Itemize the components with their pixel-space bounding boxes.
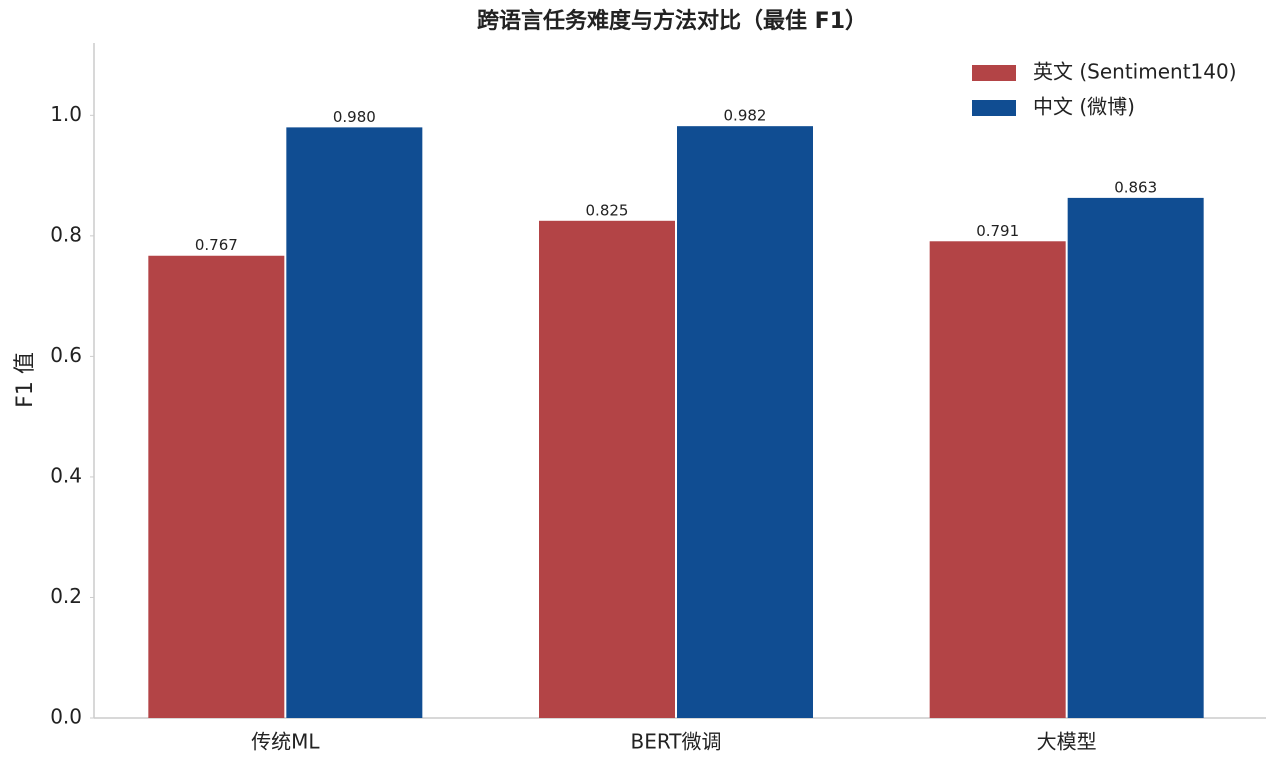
bar <box>539 220 675 719</box>
x-tick-label: 大模型 <box>1037 730 1097 754</box>
bar <box>677 126 813 719</box>
value-label: 0.980 <box>333 108 376 126</box>
chart-title: 跨语言任务难度与方法对比（最佳 F1） <box>477 8 867 34</box>
y-tick-label: 0.6 <box>50 343 82 367</box>
y-tick-label: 0.2 <box>50 584 82 608</box>
y-tick-label: 1.0 <box>50 102 82 126</box>
legend-label: 英文 (Sentiment140) <box>1033 60 1237 84</box>
legend-label: 中文 (微博) <box>1033 95 1135 119</box>
value-label: 0.791 <box>976 222 1019 240</box>
y-tick-label: 0.0 <box>50 705 82 729</box>
legend-swatch <box>972 65 1016 81</box>
value-label: 0.767 <box>195 236 238 254</box>
x-tick-label: 传统ML <box>251 730 320 754</box>
bar <box>1067 197 1204 718</box>
bar <box>929 241 1066 718</box>
value-label: 0.863 <box>1114 178 1157 196</box>
legend-swatch <box>972 100 1016 116</box>
value-label: 0.982 <box>724 107 767 125</box>
bar <box>286 127 423 718</box>
y-tick-label: 0.4 <box>50 463 82 487</box>
y-axis-label: F1 值 <box>13 352 38 408</box>
bar <box>148 255 285 718</box>
value-label: 0.825 <box>586 201 629 219</box>
x-tick-label: BERT微调 <box>630 730 721 754</box>
y-tick-label: 0.8 <box>50 222 82 246</box>
